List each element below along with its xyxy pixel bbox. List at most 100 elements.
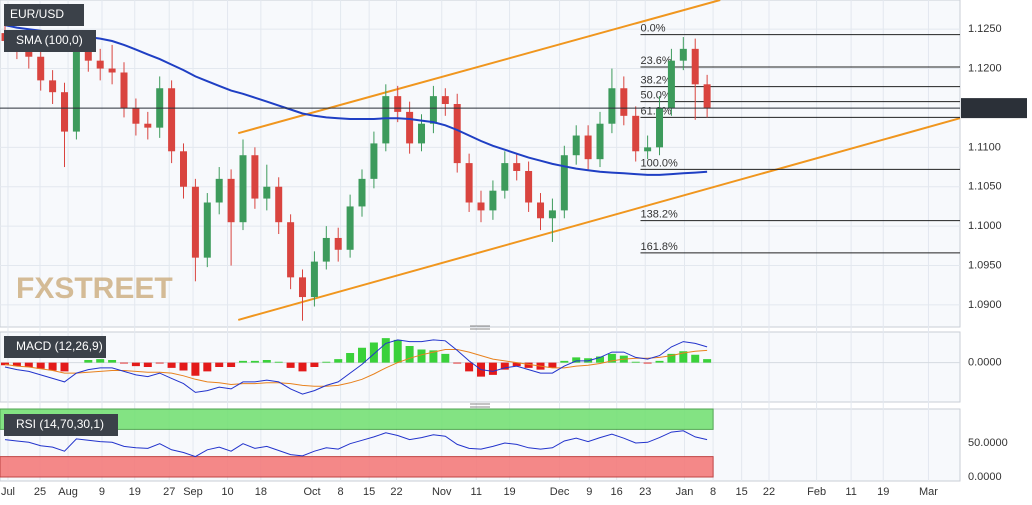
fib-label: 100.0% (640, 157, 678, 169)
macd-histogram (488, 362, 497, 375)
x-tick-label: 8 (338, 486, 344, 498)
candle-body (144, 123, 152, 128)
fib-label: 161.8% (640, 241, 678, 253)
candle-body (72, 48, 80, 132)
macd-histogram (155, 362, 164, 364)
macd-histogram (441, 353, 450, 363)
candle-body (299, 277, 307, 298)
candle-body (180, 151, 188, 187)
candle-body (49, 80, 57, 93)
x-tick-label: Feb (807, 486, 826, 498)
candle-body (191, 186, 199, 258)
candle-body (548, 210, 556, 219)
x-tick-label: 16 (611, 486, 623, 498)
x-tick-label: 19 (503, 486, 515, 498)
fib-label: 0.0% (640, 23, 665, 35)
macd-histogram (596, 356, 605, 363)
macd-histogram (12, 362, 21, 367)
macd-histogram (369, 342, 378, 363)
candle-body (215, 178, 223, 203)
macd-histogram (143, 362, 152, 367)
candle-body (25, 48, 33, 57)
x-tick-label: 15 (736, 486, 748, 498)
candle-body (406, 111, 414, 144)
candle-body (120, 72, 128, 108)
watermark: FXSTREET (16, 272, 173, 305)
candle-body (346, 206, 354, 250)
candle-body (477, 202, 485, 211)
macd-histogram (24, 362, 33, 367)
x-tick-label: Sep (183, 486, 203, 498)
y-tick-label: 1.1250 (968, 23, 1002, 35)
x-tick-label: 10 (221, 486, 233, 498)
candle-body (334, 237, 342, 250)
macd-line (4, 339, 708, 395)
candle-body (418, 123, 426, 144)
rsi-line (4, 430, 708, 458)
macd-histogram (393, 339, 402, 363)
candle-body (489, 190, 497, 211)
plot: 1.12501.12001.11501.11001.10501.10001.09… (0, 0, 1009, 498)
macd-histogram (96, 359, 105, 363)
macd-histogram (358, 347, 367, 363)
macd-histogram (0, 362, 9, 366)
candle-body (679, 48, 687, 61)
y-tick-label: 0.0000 (968, 357, 1002, 369)
candle-body (632, 115, 640, 152)
x-tick-label: Jan (676, 486, 694, 498)
macd-histogram (429, 350, 438, 363)
candle-body (608, 88, 616, 124)
x-tick-label: 23 (639, 486, 651, 498)
x-tick-label: Dec (550, 486, 570, 498)
x-tick-label: Mar (919, 486, 938, 498)
x-tick-label: Aug (58, 486, 78, 498)
macd-histogram (286, 362, 295, 368)
macd-histogram (453, 362, 462, 364)
candle-body (596, 123, 604, 160)
candle-body (96, 60, 104, 69)
macd-histogram (108, 360, 117, 363)
candle-body (168, 88, 176, 152)
macd-histogram (310, 362, 319, 367)
fib-label: 38.2% (640, 75, 671, 87)
x-tick-label: 25 (34, 486, 46, 498)
candle-body (382, 96, 390, 144)
x-tick-label: Nov (432, 486, 452, 498)
macd-histogram (465, 362, 474, 372)
symbol: EUR/USD (10, 7, 64, 21)
x-tick-label: 15 (363, 486, 375, 498)
macd-histogram (131, 362, 140, 367)
y-tick-label: 1.0900 (968, 299, 1002, 311)
candle-body (667, 60, 675, 108)
candle-body (429, 96, 437, 124)
x-tick-label: 18 (255, 486, 267, 498)
macd-histogram (346, 353, 355, 363)
macd-histogram (84, 360, 93, 363)
x-tick-label: 22 (763, 486, 775, 498)
candle-body (703, 84, 711, 108)
macd-histogram (250, 360, 259, 363)
oversold-zone (0, 456, 714, 478)
macd-histogram (417, 349, 426, 363)
macd-label: MACD (12,26,9) (16, 339, 103, 353)
fib-label: 50.0% (640, 90, 671, 102)
candle-body (203, 202, 211, 258)
macd-histogram (167, 362, 176, 368)
y-tick-label: 50.0000 (968, 437, 1008, 449)
symbol-tag (4, 4, 84, 26)
rsi-label: RSI (14,70,30,1) (16, 417, 104, 431)
candle-body (287, 222, 295, 278)
candle-body (453, 104, 461, 164)
candle-body (322, 237, 330, 262)
sma-tag (4, 30, 96, 52)
macd-histogram (262, 360, 271, 363)
candle-body (251, 155, 259, 199)
macd-histogram (298, 362, 307, 372)
macd-histogram (524, 362, 533, 368)
fib-label: 138.2% (640, 209, 678, 221)
candle-body (132, 107, 140, 124)
macd-histogram (607, 353, 616, 363)
candle-body (84, 48, 92, 61)
candle-body (465, 163, 473, 203)
